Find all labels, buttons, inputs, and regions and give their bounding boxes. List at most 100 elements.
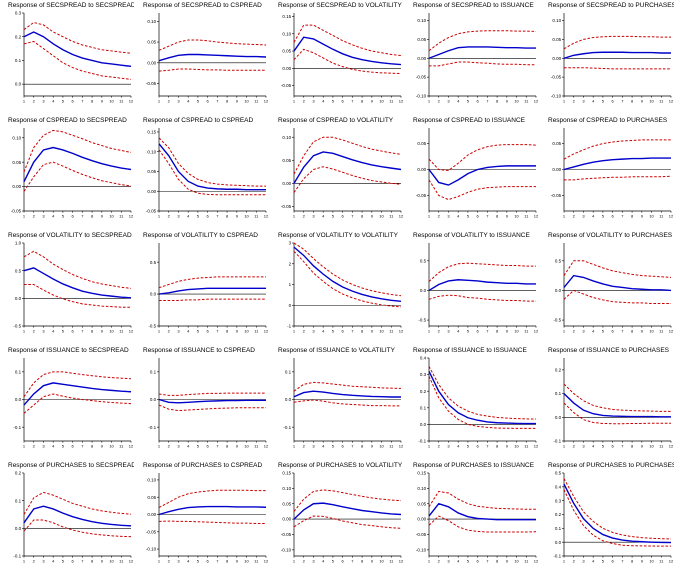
x-tick-label: 10 [109,328,114,333]
x-tick-label: 9 [236,558,239,563]
y-tick-label: -0.05 [416,532,427,537]
chart-canvas: -0.050.000.050.101 2 3 4 5 6 7 8 9 10 11 12 [146,13,269,103]
x-tick-label: 2 [438,328,441,333]
y-tick-label: 0.05 [417,501,426,506]
y-tick-label: 0.10 [147,149,156,154]
y-tick-label: 0.10 [552,18,561,23]
x-tick-label: 5 [62,213,65,218]
x-tick-label: 8 [226,98,229,103]
x-tick-label: 9 [506,443,509,448]
x-tick-label: 7 [216,443,219,448]
chart-panel: Response of PURCHASES to CSPREAD -0.10 -0.… [143,462,269,565]
x-tick-label: 9 [506,558,509,563]
x-tick-label: 3 [177,213,180,218]
lower-band-line [428,376,536,429]
x-tick-label: 8 [226,558,229,563]
x-tick-label: 12 [129,443,134,448]
x-tick-label: 10 [109,98,114,103]
x-tick-label: 12 [399,98,404,103]
upper-band-line [293,242,402,297]
x-tick-label: 4 [592,558,595,563]
x-tick-label: 7 [486,98,489,103]
x-tick-label: 8 [361,98,364,103]
x-tick-label: 10 [514,328,519,333]
y-tick-label: 0.10 [147,19,156,24]
chart-title: Response of SECSPREAD to VOLATILITY [278,2,402,9]
y-tick-label: 0.10 [147,478,156,483]
x-tick-label: 9 [236,98,239,103]
y-tick-label: 0.2 [555,367,562,372]
y-tick-label: 0.2 [555,512,562,517]
x-tick-label: 6 [207,558,210,563]
y-tick-label: 0.10 [282,31,291,36]
x-tick-label: 12 [399,328,404,333]
chart-title: Response of SECSPREAD to SECSPREAD [8,2,134,9]
y-tick-label: 0.00 [417,167,426,172]
x-tick-label: 3 [447,443,450,448]
x-tick-label: 9 [101,558,104,563]
x-tick-label: 8 [631,98,634,103]
chart-panel: Response of SECSPREAD to ISSUANCE -0.10 -0… [413,2,539,105]
lower-band-line [293,515,402,529]
x-tick-label: 8 [631,443,634,448]
x-tick-label: 4 [592,98,595,103]
x-tick-label: 8 [91,213,94,218]
x-tick-label: 3 [312,443,315,448]
x-tick-label: 8 [361,558,364,563]
x-tick-label: 1 [563,98,566,103]
x-tick-label: 6 [612,443,615,448]
x-tick-label: 5 [197,98,200,103]
chart-panel: Response of PURCHASES to PURCHASES -0.1 0.… [548,462,674,565]
x-tick-label: 5 [197,213,200,218]
x-tick-label: 11 [119,558,124,563]
y-tick-label: -0.1 [148,425,156,430]
chart-panel: Response of PURCHASES to SECSPREAD -0.1 0.… [8,462,134,565]
x-tick-label: 12 [669,558,674,563]
y-tick-label: 0.1 [420,405,427,410]
chart-panel: Response of CSPREAD to SECSPREAD -0.05 0.0… [8,117,134,220]
x-tick-label: 7 [486,213,489,218]
x-tick-label: 6 [342,443,345,448]
x-tick-label: 12 [534,98,539,103]
chart-panel: Response of VOLATILITY to CSPREAD -0.5 0.0… [143,232,269,335]
lower-band-line [158,404,266,412]
chart-panel: Response of PURCHASES to VOLATILITY -0.10… [278,462,404,565]
x-tick-label: 9 [371,558,374,563]
upper-band-line [428,262,536,282]
chart-title: Response of SECSPREAD to CSPREAD [143,2,262,9]
x-tick-label: 12 [129,213,134,218]
upper-band-line [563,260,672,278]
upper-band-line [23,371,132,398]
x-tick-label: 9 [236,213,239,218]
x-tick-label: 2 [573,98,576,103]
lower-band-line [429,61,536,67]
x-tick-label: 10 [514,98,519,103]
y-tick-label: -0.05 [146,209,157,214]
x-tick-label: 12 [669,443,674,448]
x-tick-label: 9 [371,98,374,103]
chart-canvas: -0.10-0.050.000.050.101 2 3 4 5 6 7 8 9 10 11 12 [551,13,674,103]
x-tick-label: 1 [428,328,431,333]
x-tick-label: 4 [187,98,190,103]
x-tick-label: 10 [244,213,249,218]
x-tick-label: 1 [563,213,566,218]
x-tick-label: 11 [389,443,394,448]
irf-line [563,274,672,292]
x-tick-label: 7 [621,443,624,448]
y-tick-label: 0.10 [12,135,21,140]
x-tick-label: 9 [506,98,509,103]
x-tick-label: 2 [303,443,306,448]
chart-title: Response of SECSPREAD to ISSUANCE [413,2,534,9]
x-tick-label: 4 [592,213,595,218]
x-tick-label: 10 [379,443,384,448]
irf-line [563,51,671,59]
y-tick-label: 0.0 [15,296,22,301]
x-tick-label: 12 [129,558,134,563]
x-tick-label: 12 [264,213,269,218]
x-tick-label: 9 [371,443,374,448]
y-tick-label: 0.05 [552,141,561,146]
x-tick-label: 11 [659,213,664,218]
chart-canvas: -0.10.00.11 2 3 4 5 6 7 8 9 10 11 12 [13,358,134,448]
irf-line [428,165,536,186]
x-tick-label: 4 [52,443,55,448]
